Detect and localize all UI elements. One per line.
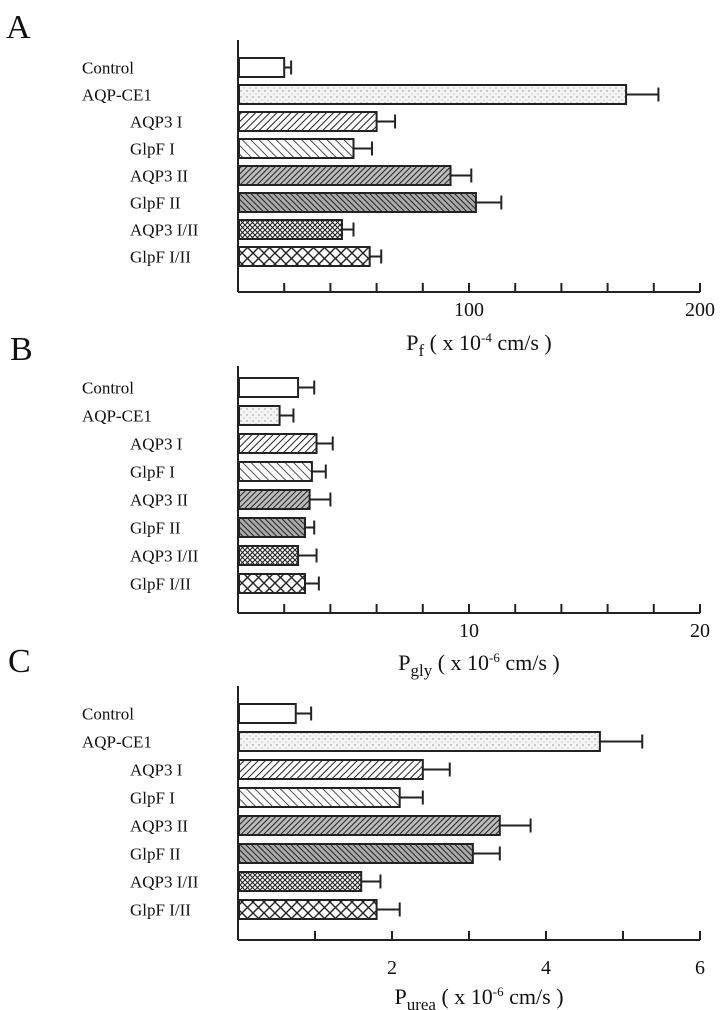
category-label: AQP-CE1 <box>82 407 152 426</box>
x-axis-title-part: ( x 10 <box>432 650 489 675</box>
category-label: AQP3 I <box>130 113 183 132</box>
category-label: AQP3 II <box>130 167 188 186</box>
x-axis-title-part: gly <box>410 661 432 680</box>
category-label: GlpF I <box>130 789 175 808</box>
bar <box>238 573 306 594</box>
bar <box>238 57 286 78</box>
category-label: AQP3 I/II <box>130 873 199 892</box>
category-label: AQP3 I <box>130 435 183 454</box>
x-tick-label: 2 <box>387 957 397 979</box>
chart-panel-c: 2 4 6 Control AQP-CE1 AQP3 I GlpF I AQP3 II GlpF… <box>82 686 705 1010</box>
x-axis-title-part: P <box>394 984 406 1009</box>
category-label: AQP3 I/II <box>130 221 199 240</box>
category-label: AQP3 II <box>130 817 188 836</box>
bar <box>238 433 318 454</box>
chart-panel-a: 100 200 Control AQP-CE1 AQP3 I GlpF I AQP3 II G… <box>82 40 715 360</box>
bar <box>238 489 311 510</box>
x-axis-title-part: f <box>419 341 425 360</box>
x-axis-title-part: P <box>398 650 410 675</box>
category-label: AQP3 I/II <box>130 547 199 566</box>
bar <box>238 545 300 566</box>
bar <box>238 192 477 213</box>
x-axis-title-part: ( x 10 <box>424 330 481 355</box>
x-axis-title-part: -6 <box>489 650 500 665</box>
bar <box>238 899 378 920</box>
category-label: Control <box>82 705 134 724</box>
chart-panel-b: 10 20 Control AQP-CE1 AQP3 I GlpF I AQP3 II Glp… <box>82 366 710 680</box>
x-tick-label: 6 <box>695 957 705 979</box>
bar <box>238 165 452 186</box>
category-label: AQP3 II <box>130 491 188 510</box>
category-label: GlpF II <box>130 519 181 538</box>
bar <box>238 871 363 892</box>
x-axis-title-part: -4 <box>481 330 492 345</box>
bar <box>238 377 300 398</box>
x-axis-title-part: ( x 10 <box>436 984 493 1009</box>
bar <box>238 246 371 267</box>
x-axis-title: Pf ( x 10-4 cm/s ) <box>406 330 551 360</box>
category-label: AQP-CE1 <box>82 733 152 752</box>
x-tick-label: 10 <box>459 620 479 642</box>
bar <box>238 759 424 780</box>
bar <box>238 815 501 836</box>
x-tick-label: 4 <box>541 957 551 979</box>
x-axis-title-part: -6 <box>493 984 504 999</box>
bar <box>238 731 601 752</box>
category-label: Control <box>82 59 134 78</box>
bar <box>238 111 378 132</box>
category-label: GlpF I/II <box>130 248 191 267</box>
x-tick-label: 200 <box>685 299 715 321</box>
x-axis-title-part: cm/s ) <box>504 984 564 1009</box>
bar <box>238 219 343 240</box>
category-label: AQP3 I <box>130 761 183 780</box>
category-label: GlpF I <box>130 140 175 159</box>
x-axis-title: Pgly ( x 10-6 cm/s ) <box>398 650 560 680</box>
bar <box>238 461 313 482</box>
bar <box>238 787 401 808</box>
panel-label-a: A <box>6 9 31 46</box>
bar <box>238 843 474 864</box>
x-axis-title-part: P <box>406 330 418 355</box>
x-tick-label: 100 <box>454 299 484 321</box>
x-axis-title: Purea ( x 10-6 cm/s ) <box>394 984 563 1010</box>
bar <box>238 405 281 426</box>
x-axis-title-part: cm/s ) <box>500 650 560 675</box>
bar <box>238 517 306 538</box>
category-label: Control <box>82 379 134 398</box>
category-label: AQP-CE1 <box>82 86 152 105</box>
bar <box>238 84 628 105</box>
x-axis-title-part: cm/s ) <box>492 330 552 355</box>
category-label: GlpF II <box>130 845 181 864</box>
panel-label-c: C <box>8 643 31 680</box>
category-label: GlpF I/II <box>130 901 191 920</box>
bar <box>238 703 297 724</box>
bar <box>238 138 355 159</box>
category-label: GlpF II <box>130 194 181 213</box>
category-label: GlpF I/II <box>130 575 191 594</box>
category-label: GlpF I <box>130 463 175 482</box>
x-tick-label: 20 <box>690 620 710 642</box>
x-axis-title-part: urea <box>407 995 437 1010</box>
panel-label-b: B <box>10 331 33 368</box>
